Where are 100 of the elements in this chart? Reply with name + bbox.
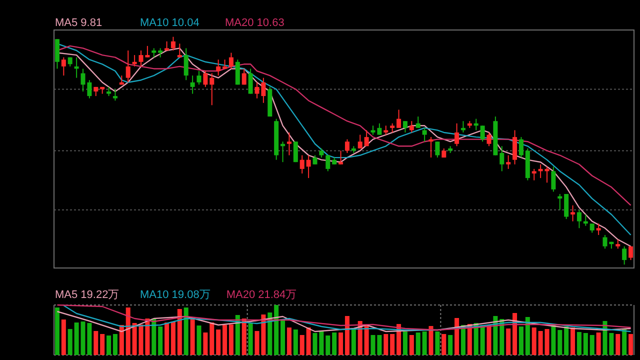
candlestick — [500, 146, 504, 172]
bar — [435, 332, 440, 355]
bar — [570, 328, 576, 355]
candlestick — [106, 86, 112, 97]
candlestick — [338, 150, 344, 165]
bar — [326, 336, 330, 355]
bar — [300, 335, 304, 355]
candlestick — [286, 132, 292, 156]
candlestick — [532, 168, 536, 181]
bar — [152, 318, 156, 355]
candlestick — [344, 138, 350, 154]
bar — [416, 332, 420, 355]
bar — [616, 334, 620, 355]
candlestick — [326, 154, 330, 172]
candlestick — [61, 56, 66, 76]
bar — [68, 329, 72, 355]
bar — [525, 317, 530, 355]
candlestick — [300, 154, 304, 174]
candlestick — [428, 136, 434, 158]
bar — [576, 332, 582, 355]
bar — [402, 332, 408, 355]
candlestick — [390, 122, 395, 133]
bar — [216, 330, 221, 355]
bar — [409, 335, 414, 355]
bar — [480, 325, 485, 355]
bar — [506, 328, 511, 355]
bar — [112, 334, 118, 355]
bar — [177, 309, 182, 355]
candlestick — [628, 246, 634, 261]
text: MA20 10.63 — [225, 17, 284, 29]
candlestick — [454, 122, 460, 147]
candlestick — [177, 43, 182, 58]
candlestick — [203, 70, 208, 88]
candlestick — [402, 120, 408, 133]
bar — [203, 332, 208, 355]
bar — [590, 335, 594, 355]
candlestick — [196, 70, 202, 86]
bar — [486, 324, 492, 355]
bar — [364, 326, 369, 355]
candlestick — [54, 38, 60, 70]
candlestick — [293, 141, 298, 163]
candlestick — [564, 193, 569, 220]
series-label: MA5 19.22万 — [55, 289, 120, 301]
candlestick — [435, 141, 440, 158]
candlestick — [216, 59, 221, 76]
bar — [512, 313, 518, 355]
candlestick — [210, 72, 214, 106]
bar — [622, 329, 627, 355]
bar — [596, 332, 601, 355]
bar — [564, 326, 569, 355]
bar — [448, 335, 453, 355]
candlestick — [512, 130, 518, 165]
candlestick — [480, 125, 485, 142]
candlestick — [364, 130, 369, 147]
candlestick — [486, 132, 492, 147]
candlestick — [551, 166, 556, 192]
candlestick — [152, 48, 156, 58]
bar — [551, 325, 556, 355]
candlestick — [170, 36, 176, 51]
candlestick — [319, 148, 324, 158]
bar — [306, 328, 311, 355]
candlestick — [190, 75, 195, 94]
text: MA5 9.81 — [55, 17, 102, 29]
candlestick — [384, 125, 388, 136]
candlestick — [248, 68, 253, 94]
candlestick — [112, 88, 118, 102]
candlestick — [590, 223, 594, 234]
bar — [119, 325, 124, 355]
bar — [351, 329, 356, 355]
bar — [158, 326, 163, 355]
candlestick — [622, 246, 627, 266]
candlestick — [228, 52, 234, 70]
bar — [390, 334, 395, 355]
bar — [428, 326, 434, 355]
bar — [248, 324, 253, 355]
candlestick — [409, 120, 414, 133]
bar — [493, 316, 498, 355]
bar — [422, 332, 427, 355]
bar — [228, 324, 234, 355]
candlestick — [518, 136, 524, 158]
candlestick — [570, 204, 576, 222]
bar — [338, 332, 344, 355]
candlestick — [416, 116, 420, 128]
bar — [344, 316, 350, 355]
candlestick — [596, 223, 601, 236]
bar — [94, 331, 98, 355]
bar — [196, 326, 202, 355]
candlestick — [235, 59, 240, 86]
candlestick — [422, 127, 427, 142]
bar — [384, 334, 388, 355]
bar — [126, 308, 130, 355]
candlestick — [306, 154, 311, 179]
bar — [558, 330, 562, 355]
bar — [532, 328, 536, 355]
bar — [235, 315, 240, 355]
candlestick — [396, 109, 402, 128]
candlestick — [158, 48, 163, 58]
bar — [518, 326, 524, 355]
bar — [454, 318, 460, 355]
bar — [280, 320, 286, 355]
